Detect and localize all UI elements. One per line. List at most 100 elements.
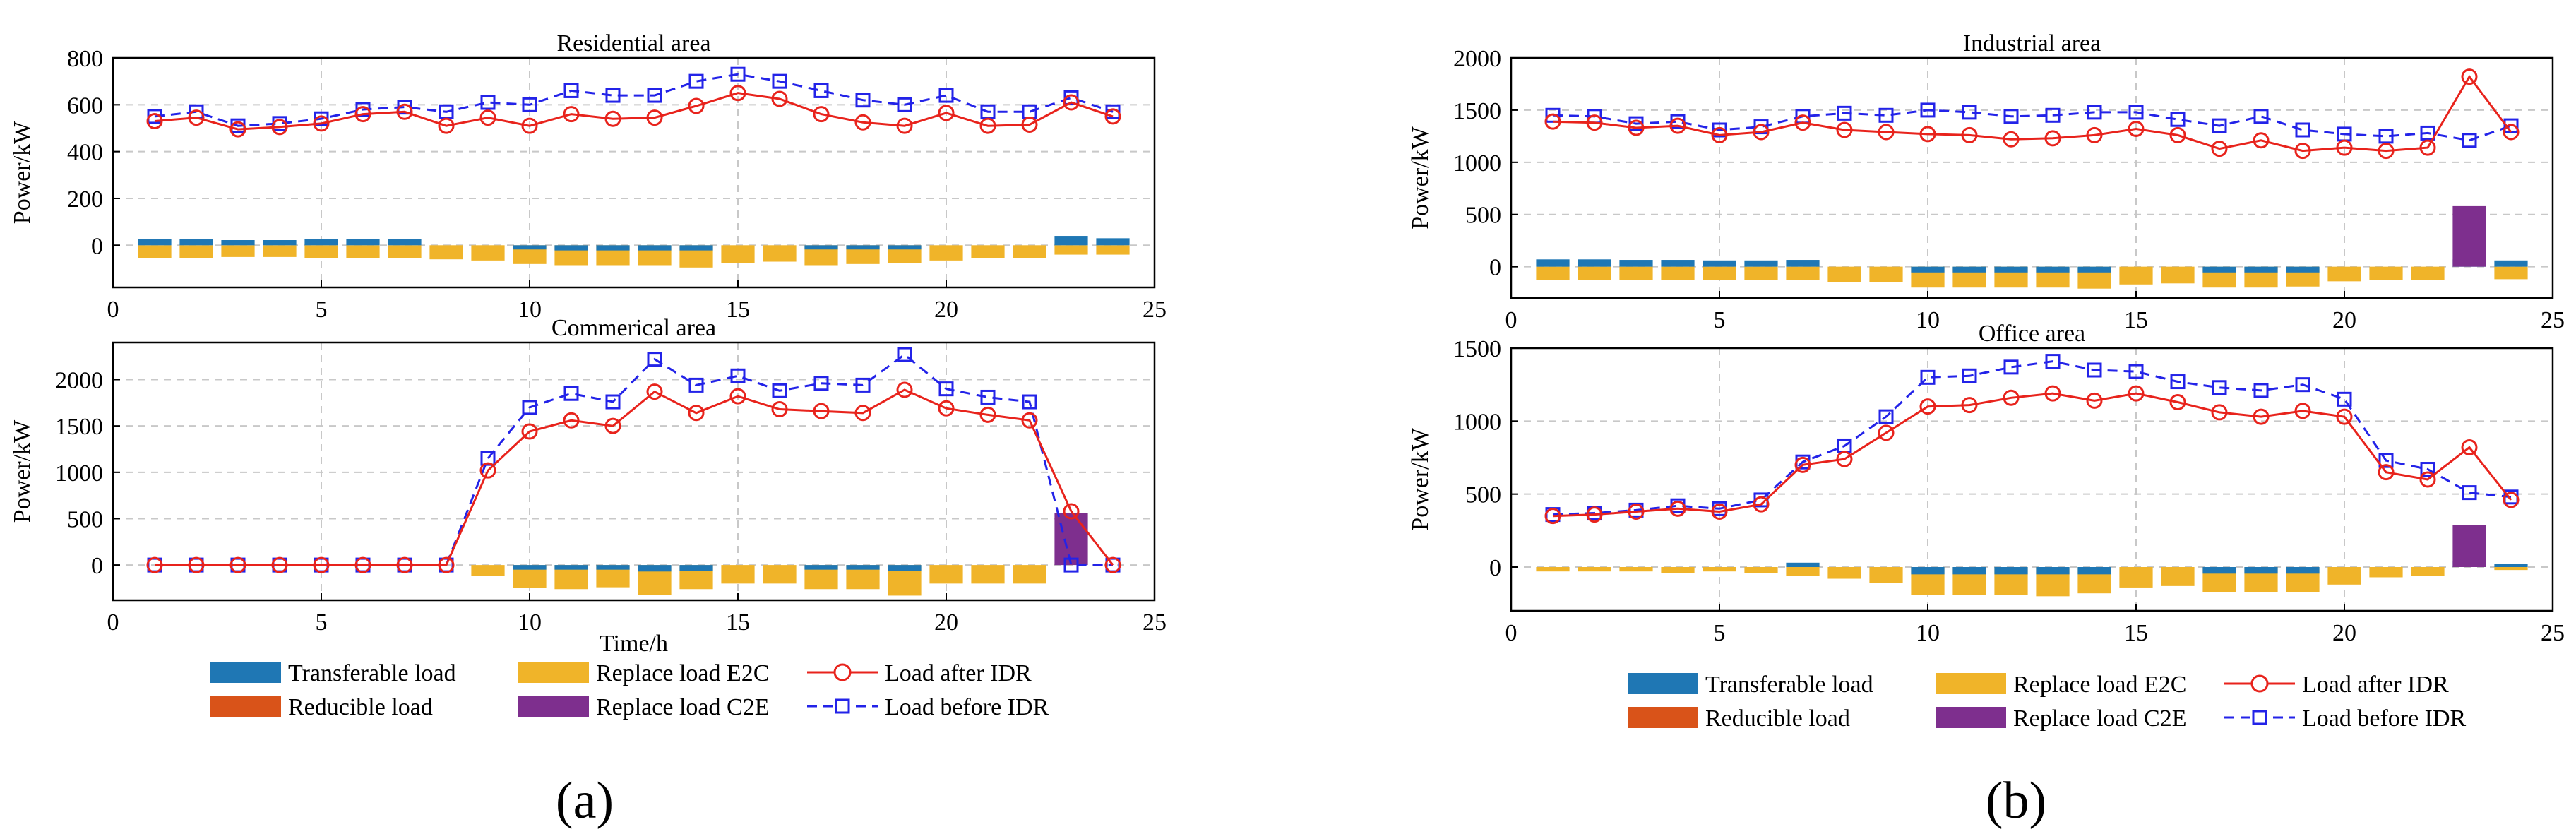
x-tick-label: 10 <box>518 297 542 323</box>
point-before <box>2420 125 2435 141</box>
y-tick-label: 0 <box>1489 555 1501 581</box>
x-tick-label: 20 <box>2332 307 2356 333</box>
point-after <box>1711 126 1728 143</box>
bar-transferable <box>846 565 880 570</box>
point-before <box>688 73 704 89</box>
bar-e2c <box>1661 567 1695 573</box>
point-after <box>1021 117 1038 133</box>
point-before <box>938 88 954 103</box>
point-after <box>1919 398 1936 415</box>
point-after <box>1063 94 1080 111</box>
bar-transferable <box>2244 567 2278 574</box>
legend-label-after: Load after IDR <box>885 660 1032 686</box>
bar-e2c <box>1536 266 1570 280</box>
point-after <box>1836 121 1853 138</box>
bar-e2c <box>721 245 755 263</box>
bar-e2c <box>304 245 338 258</box>
x-tick-label: 25 <box>2541 620 2565 646</box>
legend-swatch-transferable <box>1628 673 1698 694</box>
point-after <box>979 117 996 134</box>
point-after <box>854 405 871 422</box>
point-before <box>480 95 496 110</box>
point-before <box>1962 368 1977 383</box>
y-tick-label: 0 <box>91 233 103 259</box>
bar-e2c <box>388 245 422 258</box>
point-before <box>647 88 662 103</box>
point-after <box>2086 126 2103 143</box>
bar-transferable <box>804 245 838 250</box>
legend-label-before: Load before IDR <box>2302 705 2467 732</box>
point-before <box>647 352 662 367</box>
point-before <box>772 383 787 398</box>
bar-transferable <box>513 245 547 250</box>
point-after <box>1063 503 1080 520</box>
legend-item-reducible: Reducible load <box>210 694 433 720</box>
legend-swatch-c2e <box>518 696 589 717</box>
point-after <box>396 556 413 573</box>
chart-1: 0 5 10 15 20 25 0 500 1000 1500 2000 Commerical are… <box>9 315 1167 657</box>
bar-transferable <box>263 240 297 246</box>
point-before <box>855 377 871 393</box>
point-after <box>2003 131 2020 148</box>
bar-transferable <box>388 239 422 246</box>
point-after <box>563 412 580 429</box>
y-axis-label: Power/kW <box>9 419 35 523</box>
point-before <box>1920 369 1936 385</box>
bar-transferable <box>554 245 588 251</box>
bar-transferable <box>2494 564 2528 567</box>
y-tick-label: 1500 <box>1453 98 1501 124</box>
bar-e2c <box>1013 245 1046 258</box>
point-after <box>313 556 330 573</box>
bar-transferable <box>2036 266 2070 273</box>
point-before <box>2295 377 2310 393</box>
panel-label-b: (b) <box>1986 772 2046 830</box>
point-after <box>271 556 288 573</box>
bar-c2e <box>2452 205 2486 267</box>
bar-transferable <box>1911 567 1945 575</box>
bar-transferable <box>596 245 630 251</box>
bar-e2c <box>1619 266 1653 280</box>
bar-e2c <box>1578 266 1611 280</box>
legend-0: Transferable load Replace load E2C Load af… <box>210 660 1049 720</box>
point-before <box>564 386 579 401</box>
legend-label-transferable: Transferable load <box>288 660 456 686</box>
point-after <box>1021 412 1038 429</box>
bar-e2c <box>1786 567 1820 576</box>
point-after <box>1836 451 1853 467</box>
y-tick-label: 500 <box>1465 203 1501 229</box>
y-tick-label: 1000 <box>1453 409 1501 435</box>
point-after <box>604 417 621 434</box>
bar-transferable <box>2286 567 2320 574</box>
bar-e2c <box>1578 567 1611 572</box>
y-tick-label: 800 <box>67 46 103 72</box>
bar-e2c <box>1827 266 1861 282</box>
bar-e2c <box>471 565 505 576</box>
point-after <box>2419 471 2436 488</box>
x-tick-label: 20 <box>934 609 958 636</box>
point-before <box>2045 107 2061 123</box>
legend-swatch-transferable <box>210 662 281 683</box>
bar-e2c <box>2119 567 2153 588</box>
legend-item-e2c: Replace load E2C <box>1936 672 2186 698</box>
bar-transferable <box>2077 567 2111 575</box>
bar-e2c <box>2119 266 2153 285</box>
point-before <box>1878 409 1894 424</box>
bar-e2c <box>2411 266 2445 280</box>
point-after <box>2378 143 2395 160</box>
point-after <box>2253 408 2270 425</box>
point-before <box>897 347 912 362</box>
point-before <box>522 97 537 112</box>
x-tick-label: 15 <box>726 609 750 636</box>
point-before <box>1920 102 1936 118</box>
legend-item-before: Load before IDR <box>807 694 1049 720</box>
panel-label-a: (a) <box>556 772 614 830</box>
point-before <box>2253 109 2269 124</box>
legend-marker-before <box>2252 710 2267 725</box>
x-tick-label: 0 <box>107 609 119 636</box>
point-after <box>646 109 663 126</box>
legend-label-before: Load before IDR <box>885 694 1049 720</box>
plot-area <box>113 342 1155 600</box>
y-tick-label: 2000 <box>1453 46 1501 72</box>
point-after <box>604 110 621 127</box>
